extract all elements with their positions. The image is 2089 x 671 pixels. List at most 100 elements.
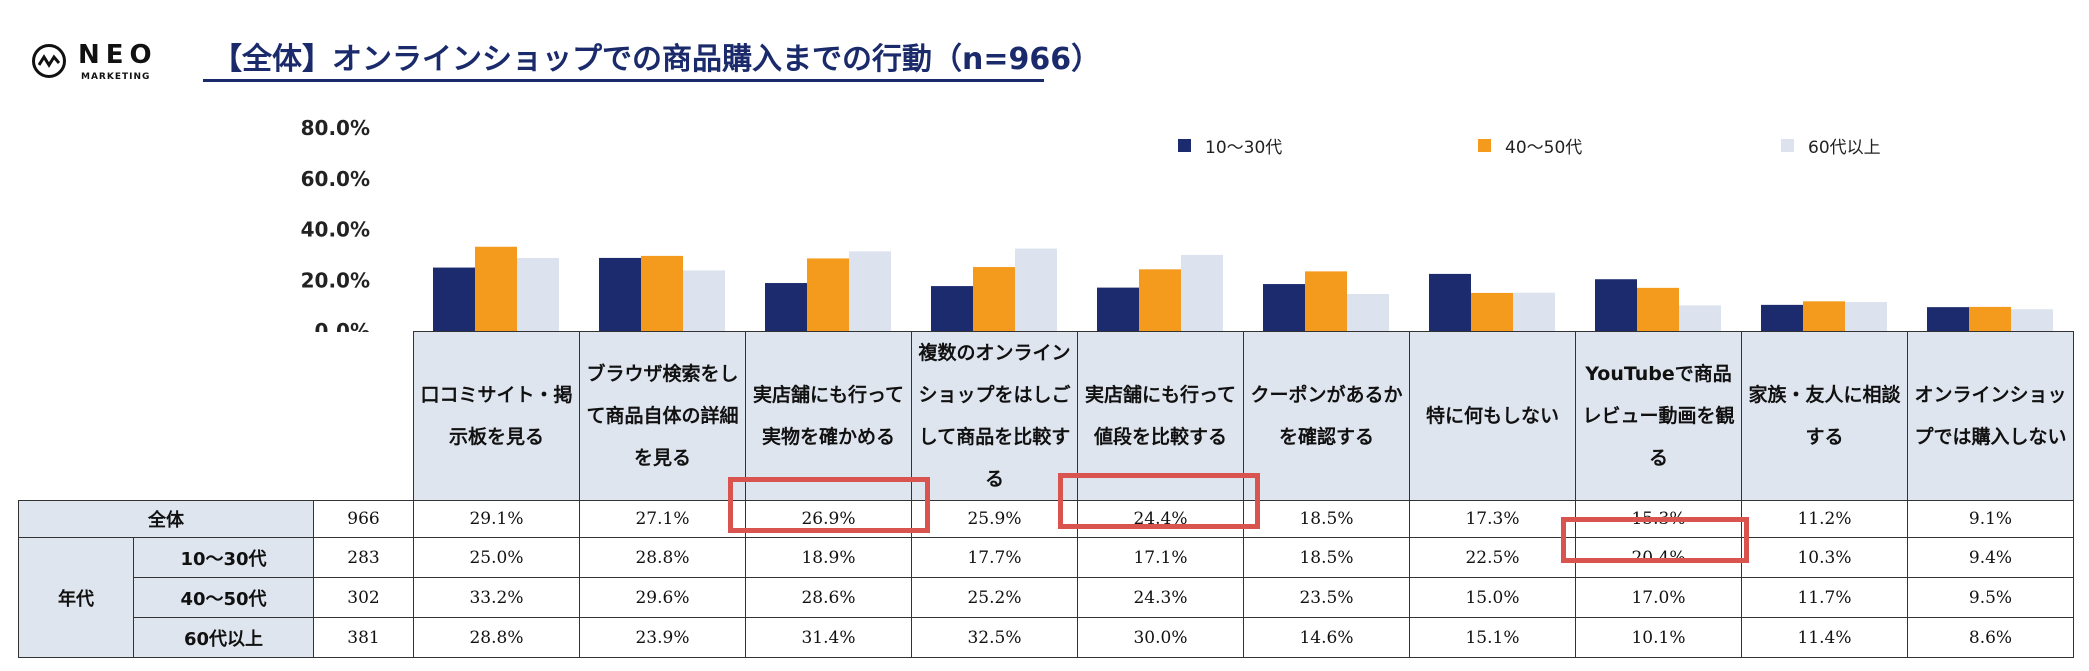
sample-size: 302 <box>313 577 414 618</box>
legend-label: 40～50代 <box>1505 137 1583 158</box>
legend-label: 10～30代 <box>1205 137 1283 158</box>
category-header-row: 口コミサイト・掲示板を見る ブラウザ検索をして商品自体の詳細を見る 実店舗にも行… <box>18 331 2074 501</box>
value-cell: 33.2% <box>413 577 580 618</box>
bar <box>931 286 973 331</box>
legend-swatch <box>1178 138 1191 152</box>
category-header: 複数のオンラインショップをはしごして商品を比較する <box>911 331 1078 501</box>
group-label: 年代 <box>18 537 134 658</box>
blank-cell <box>18 331 414 501</box>
value-cell: 30.0% <box>1077 617 1244 658</box>
y-tick-label: 80.0% <box>301 116 370 140</box>
category-header: ブラウザ検索をして商品自体の詳細を見る <box>579 331 746 501</box>
highlight-box <box>728 477 930 533</box>
value-cell: 17.0% <box>1575 577 1742 618</box>
bar <box>849 251 891 331</box>
value-cell: 9.4% <box>1907 537 2074 578</box>
value-cell: 24.3% <box>1077 577 1244 618</box>
value-cell: 11.4% <box>1741 617 1908 658</box>
value-cell: 9.5% <box>1907 577 2074 618</box>
bar <box>1927 307 1969 331</box>
bar <box>1015 248 1057 331</box>
value-cell: 32.5% <box>911 617 1078 658</box>
sample-size: 966 <box>313 500 414 538</box>
page-title: 【全体】オンラインショップでの商品購入までの行動（n=966） <box>212 42 1102 77</box>
bar <box>973 267 1015 331</box>
bar <box>683 270 725 331</box>
logo-word: NEO <box>78 40 158 70</box>
value-cell: 23.9% <box>579 617 746 658</box>
bar <box>1513 292 1555 331</box>
bar <box>1761 304 1803 331</box>
value-cell: 22.5% <box>1409 537 1576 578</box>
table-row-total: 全体 966 29.1% 27.1% 26.9% 25.9% 24.4% 18.… <box>18 500 2074 538</box>
value-cell: 8.6% <box>1907 617 2074 658</box>
bar <box>1969 306 2011 331</box>
y-tick-label: 20.0% <box>301 268 370 292</box>
category-header: 実店舗にも行って値段を比較する <box>1077 331 1244 501</box>
category-header: YouTubeで商品レビュー動画を観る <box>1575 331 1742 501</box>
logo-subtitle: MARKETING <box>81 72 151 82</box>
row-label: 10～30代 <box>133 537 314 578</box>
value-cell: 18.5% <box>1243 537 1410 578</box>
bar <box>765 283 807 331</box>
highlight-box <box>1058 473 1260 529</box>
value-cell: 27.1% <box>579 500 746 538</box>
value-cell: 17.3% <box>1409 500 1576 538</box>
bar <box>1803 301 1845 331</box>
value-cell: 25.2% <box>911 577 1078 618</box>
bar <box>1263 284 1305 331</box>
category-label: 口コミサイト・掲示板を見る <box>420 384 573 448</box>
legend-swatch <box>1781 138 1794 152</box>
value-cell: 14.6% <box>1243 617 1410 658</box>
legend-swatch <box>1478 138 1491 152</box>
title-underline <box>203 79 1044 82</box>
value-cell: 28.6% <box>745 577 912 618</box>
bar <box>1679 305 1721 331</box>
table-row-10-30: 年代 10～30代 283 25.0% 28.8% 18.9% 17.7% 17… <box>18 537 2074 658</box>
category-label: 家族・友人に相談する <box>1748 384 1901 448</box>
sample-size: 381 <box>313 617 414 658</box>
bar <box>807 258 849 331</box>
bar <box>1097 287 1139 331</box>
bar <box>1181 254 1223 331</box>
bar <box>433 267 475 331</box>
highlight-box <box>1561 517 1749 563</box>
value-cell: 10.3% <box>1741 537 1908 578</box>
category-label: 特に何もしない <box>1425 405 1559 427</box>
category-header: オンラインショップでは購入しない <box>1907 331 2074 501</box>
category-header: クーポンがあるかを確認する <box>1243 331 1410 501</box>
value-cell: 28.8% <box>413 617 580 658</box>
bar <box>517 257 559 331</box>
value-cell: 17.7% <box>911 537 1078 578</box>
category-header: 実店舗にも行って実物を確かめる <box>745 331 912 501</box>
value-cell: 31.4% <box>745 617 912 658</box>
bar <box>599 257 641 331</box>
value-cell: 17.1% <box>1077 537 1244 578</box>
category-label: 実店舗にも行って実物を確かめる <box>752 384 905 448</box>
value-cell: 9.1% <box>1907 500 2074 538</box>
bar <box>641 255 683 331</box>
value-cell: 18.9% <box>745 537 912 578</box>
value-cell: 15.0% <box>1409 577 1576 618</box>
legend-label: 60代以上 <box>1808 137 1881 158</box>
bar <box>1429 273 1471 331</box>
row-label: 全体 <box>18 500 314 538</box>
category-label: クーポンがあるかを確認する <box>1250 384 1403 448</box>
neo-marketing-logo: NEO MARKETING <box>30 40 170 90</box>
bar <box>1845 302 1887 331</box>
table-row-60plus: 60代以上 381 28.8% 23.9% 31.4% 32.5% 30.0% … <box>19 617 2074 658</box>
category-header: 口コミサイト・掲示板を見る <box>413 331 580 501</box>
category-label: 実店舗にも行って値段を比較する <box>1084 384 1237 448</box>
value-cell: 25.0% <box>413 537 580 578</box>
y-tick-label: 40.0% <box>301 218 370 242</box>
category-header: 特に何もしない <box>1409 331 1576 501</box>
bar <box>1637 287 1679 331</box>
y-tick-label: 60.0% <box>301 167 370 191</box>
data-table: 口コミサイト・掲示板を見る ブラウザ検索をして商品自体の詳細を見る 実店舗にも行… <box>18 331 2074 658</box>
bar-chart: 0.0%20.0%40.0%60.0%80.0% <box>301 116 2053 340</box>
value-cell: 20.4% <box>1575 537 1742 578</box>
value-cell: 11.7% <box>1741 577 1908 618</box>
category-label: 複数のオンラインショップをはしごして商品を比較する <box>918 342 1071 490</box>
value-cell: 11.2% <box>1741 500 1908 538</box>
category-label: YouTubeで商品レビュー動画を観る <box>1582 363 1735 469</box>
